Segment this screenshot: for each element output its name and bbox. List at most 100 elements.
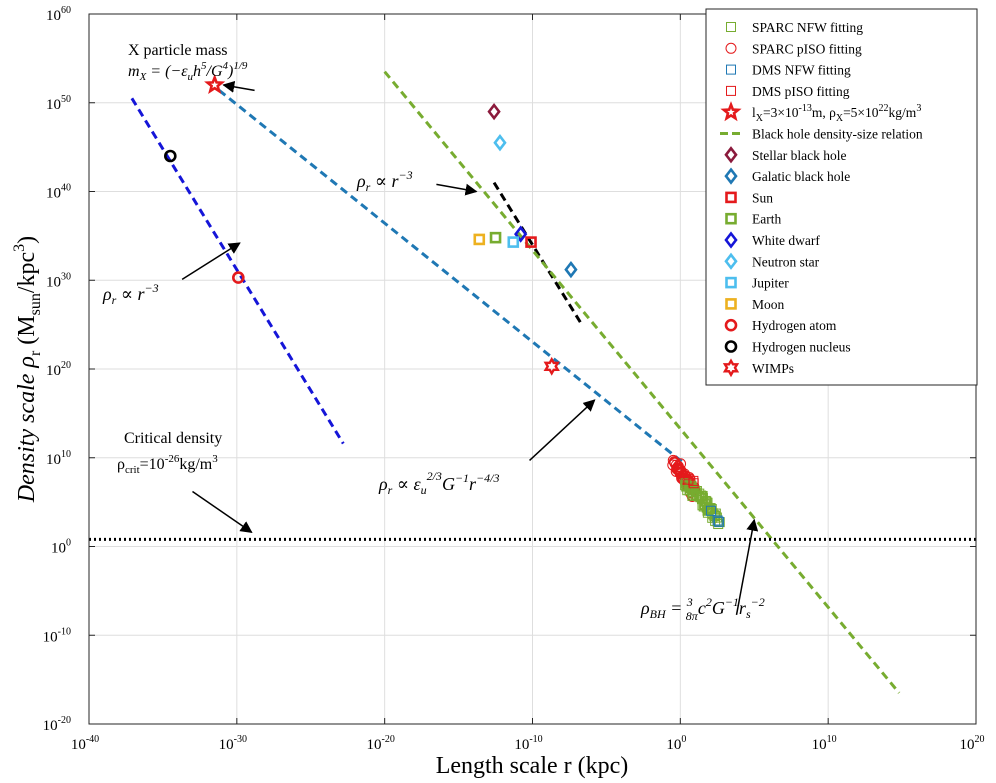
x-tick-label-exponent: 20	[975, 734, 985, 745]
y-tick-label: 1020	[46, 360, 71, 379]
y-axis-label-unit-tail: /kpc	[14, 252, 40, 293]
y-axis-label-main: Density scale ρ	[14, 356, 40, 503]
single-points	[164, 73, 578, 376]
y-axis-label-unit-sup: 3	[11, 244, 28, 252]
annotation-arrow	[222, 80, 255, 93]
line-blue-r3	[130, 97, 345, 445]
point-neutron-star	[493, 134, 507, 152]
legend-label-dms-nfw-fitting: DMS NFW fitting	[752, 63, 851, 78]
y-tick-label: 10-20	[43, 715, 71, 734]
legend-label-part: X	[836, 113, 844, 124]
legend-label-wimps: WIMPs	[752, 361, 794, 376]
legend-marker-sun	[725, 191, 737, 204]
y-axis-label-unit: (M	[14, 315, 40, 350]
legend-label-stellar-black-hole: Stellar black hole	[752, 148, 846, 163]
point-wimps	[543, 356, 560, 376]
legend-label-part: -13	[798, 103, 811, 114]
y-tick-label: 10-10	[43, 626, 71, 645]
point-dms-nfw-fitting	[712, 515, 723, 526]
legend-label-part: X	[756, 113, 764, 124]
y-tick-label: 1040	[46, 183, 71, 202]
annotation-critical-density: Critical density ρcrit=10-26kg/m3	[117, 430, 222, 476]
point-white-dwarf	[514, 225, 528, 243]
legend-marker-sparc-piso-fitting	[725, 42, 737, 54]
legend-marker-white-dwarf	[724, 231, 738, 249]
legend-label-part: m, ρ	[812, 105, 836, 120]
y-tick-label-exponent: 40	[61, 183, 71, 194]
x-tick-label-exponent: 10	[827, 734, 837, 745]
annotation-arrow	[181, 242, 241, 280]
point-x-particle	[204, 73, 226, 95]
legend-label-sparc-piso-fitting: SPARC pISO fitting	[752, 41, 862, 56]
legend-box	[705, 8, 978, 386]
point-hydrogen-nucleus	[164, 149, 177, 163]
y-axis-label: Density scale ρr (Msun/kpc3)	[11, 236, 44, 503]
x-tick-label: 100	[666, 734, 686, 753]
legend-label-sun: Sun	[752, 190, 773, 205]
y-tick-label-exponent: -20	[58, 715, 71, 726]
x-tick-label: 10-20	[366, 734, 394, 753]
y-tick-label-exponent: -10	[58, 626, 71, 637]
legend-marker-jupiter	[725, 276, 737, 289]
point-jupiter	[507, 236, 520, 248]
x-tick-label: 10-40	[71, 734, 99, 753]
legend-label-jupiter: Jupiter	[752, 276, 789, 291]
legend-label-part: kg/m	[889, 105, 917, 120]
legend-label-part: =5×10	[843, 105, 879, 120]
x-tick-label: 1010	[812, 734, 837, 753]
legend-entries: SPARC NFW fitting SPARC pISO fitting DMS N…	[720, 20, 923, 378]
legend-marker-hydrogen-atom	[724, 318, 738, 332]
legend-label-hydrogen-nucleus: Hydrogen nucleus	[752, 340, 851, 355]
legend-marker-earth	[725, 212, 737, 225]
legend: SPARC NFW fitting SPARC pISO fitting DMS N…	[705, 8, 978, 386]
annotation-arrow	[735, 518, 759, 615]
legend-marker-dms-nfw-fitting	[726, 64, 736, 75]
y-tick-label-exponent: 20	[61, 360, 71, 371]
annotation-critical-density-title: Critical density	[124, 430, 222, 447]
y-axis-label-sub: r	[27, 350, 44, 356]
annotation-arrow	[192, 490, 253, 533]
legend-label-neutron-star: Neutron star	[752, 254, 820, 269]
y-tick-label-exponent: 30	[61, 271, 71, 282]
legend-marker-l-x-3-10-13m-x-5-10-22kg-m-3	[720, 101, 742, 122]
y-tick-label-exponent: 60	[61, 5, 71, 16]
legend-marker-hydrogen-nucleus	[724, 340, 738, 353]
y-tick-label-exponent: 0	[66, 538, 71, 549]
y-axis-label-unit-close: )	[14, 236, 40, 244]
point-sun	[525, 236, 537, 248]
point-moon	[473, 233, 486, 246]
legend-label-part: l	[752, 105, 756, 120]
legend-label-white-dwarf: White dwarf	[752, 233, 820, 248]
point-dms-piso-fitting	[688, 478, 699, 489]
legend-marker-dms-piso-fitting	[726, 85, 736, 96]
annotation-x-particle-formula: mX = (−εuh5/G4)1/9	[128, 60, 248, 83]
legend-marker-wimps	[722, 358, 740, 378]
x-tick-label-exponent: -30	[234, 734, 247, 745]
annotation-x-particle-title: X particle mass	[128, 42, 228, 59]
annotation-arrows	[181, 80, 759, 615]
legend-label-dms-piso-fitting: DMS pISO fitting	[752, 84, 850, 99]
point-dms-nfw-fitting	[705, 505, 716, 516]
x-tick-label-exponent: -10	[529, 734, 542, 745]
y-tick-label-exponent: 50	[61, 94, 71, 105]
point-sparc-nfw-fitting	[713, 519, 724, 530]
y-axis-label-unit-sub: sun	[27, 293, 44, 315]
legend-marker-galatic-black-hole	[724, 167, 738, 185]
legend-label-black-hole-density-size-relation: Black hole density-size relation	[752, 127, 923, 142]
point-earth	[489, 231, 502, 244]
y-tick-label-exponent: 10	[61, 449, 71, 460]
point-stellar-black-hole	[487, 102, 501, 121]
point-galatic-black-hole	[564, 260, 578, 279]
annotation-critical-density-value: ρcrit=10-26kg/m3	[117, 453, 218, 476]
x-tick-label: 10-10	[514, 734, 542, 753]
legend-label-part: 22	[879, 103, 889, 114]
point-hydrogen-atom	[232, 271, 245, 284]
legend-label-l-x-3-10-13m-x-5-10-22kg-m-3: lX=3×10-13m, ρX=5×1022kg/m3	[752, 103, 921, 124]
legend-marker-neutron-star	[724, 252, 738, 270]
legend-label-part: 3	[916, 103, 921, 114]
legend-label-moon: Moon	[752, 297, 785, 312]
legend-label-part: =3×10	[763, 105, 799, 120]
y-tick-label: 1050	[46, 94, 71, 113]
x-tick-label: 1020	[960, 734, 985, 753]
